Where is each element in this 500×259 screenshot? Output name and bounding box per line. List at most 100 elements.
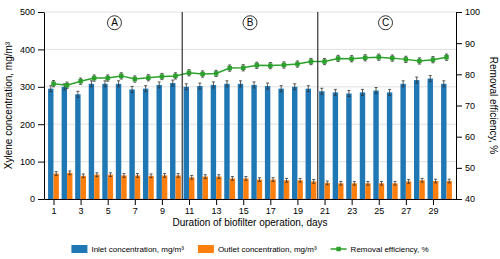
bar (441, 84, 446, 199)
error-bar (144, 86, 147, 92)
chart: 1357911131517192123252729010020030040050… (0, 0, 500, 259)
error-bar (402, 81, 405, 87)
tick-line (352, 199, 353, 205)
bar (387, 92, 392, 199)
tick-label: 100 (20, 157, 35, 167)
grid-line (44, 12, 456, 13)
x-axis: 1357911131517192123252729 (45, 199, 457, 216)
error-bar (133, 76, 136, 82)
error-bar (366, 181, 369, 185)
tick-line (243, 199, 244, 205)
tick-label: 1 (51, 206, 56, 216)
tick: 9 (160, 199, 165, 216)
bar (373, 91, 378, 199)
marker (227, 66, 231, 70)
bar (270, 180, 275, 199)
error-bar (158, 82, 161, 88)
error-bar (82, 174, 85, 178)
y-axis: 0100200300400500 (20, 7, 45, 204)
tick-label: 29 (428, 206, 438, 216)
marker (51, 81, 55, 85)
error-bar (177, 174, 180, 178)
marks (48, 12, 452, 199)
tick-line (38, 162, 44, 163)
tick-label: 23 (347, 206, 357, 216)
error-bar (93, 75, 96, 81)
error-bar (215, 70, 218, 76)
error-bar (434, 179, 437, 183)
annotations: ABC (107, 16, 392, 30)
tick-line (162, 199, 163, 205)
tick: 300 (20, 82, 44, 92)
tick-line (325, 199, 326, 205)
error-bar (415, 77, 418, 83)
error-bar (285, 178, 288, 182)
error-bar (380, 181, 383, 185)
tick-line (38, 49, 44, 50)
error-bar (136, 174, 139, 178)
marker (309, 59, 313, 63)
error-bar (429, 76, 432, 82)
tick-line (456, 74, 462, 75)
error-bar (307, 86, 310, 92)
error-bar (448, 179, 451, 183)
tick: 21 (320, 199, 330, 216)
error-bar (150, 174, 153, 178)
bar (116, 84, 121, 199)
tick-label: 50 (465, 163, 475, 173)
legend-swatch (71, 245, 87, 253)
section-line (182, 12, 183, 199)
tick-label: 500 (20, 7, 35, 17)
bar (419, 180, 424, 199)
line-series (51, 54, 448, 88)
legend: Inlet concentration, mg/m³Outlet concent… (71, 245, 428, 254)
bar (333, 92, 338, 199)
tick-line (456, 43, 462, 44)
bar (224, 84, 229, 199)
marker (160, 74, 164, 78)
marker (377, 55, 381, 59)
error-bar (442, 81, 445, 87)
error-bar (282, 62, 285, 68)
tick-line (406, 199, 407, 205)
error-bar (244, 177, 247, 181)
error-bar (364, 55, 367, 61)
tick: 3 (79, 199, 84, 216)
bar (62, 87, 67, 199)
error-bar (253, 82, 256, 88)
error-bar (95, 173, 98, 177)
tick-label: 0 (30, 194, 35, 204)
bar (360, 92, 365, 199)
legend-item: Outlet concentration, mg/m³ (198, 245, 317, 254)
marker (295, 62, 299, 66)
tick-line (38, 124, 44, 125)
error-bar (339, 181, 342, 185)
tick: 1 (51, 199, 56, 216)
tick-line (456, 199, 462, 200)
tick-label: 27 (401, 206, 411, 216)
marker (363, 56, 367, 60)
tick-line (456, 137, 462, 138)
tick: 29 (428, 199, 438, 216)
error-bar (55, 172, 58, 176)
tick-label: 40 (465, 194, 475, 204)
tick-label: 11 (185, 206, 194, 216)
error-bar (347, 91, 350, 97)
marker (255, 63, 259, 67)
y-axis-title: Xylene concentration, mg/m³ (3, 41, 14, 169)
bar (400, 84, 405, 199)
bar-series (53, 171, 451, 199)
error-bar (255, 62, 258, 68)
bar (365, 183, 370, 199)
bar (319, 91, 324, 199)
tick-label: 100 (465, 7, 480, 17)
axis-domain (45, 199, 457, 200)
error-bar (90, 81, 93, 87)
tick-line (456, 168, 462, 169)
tick: 13 (212, 199, 222, 216)
error-bar (421, 178, 424, 182)
tick-label: 80 (465, 70, 475, 80)
tick-label: 60 (465, 132, 475, 142)
legend-label: Outlet concentration, mg/m³ (218, 245, 317, 254)
grid (44, 12, 456, 199)
